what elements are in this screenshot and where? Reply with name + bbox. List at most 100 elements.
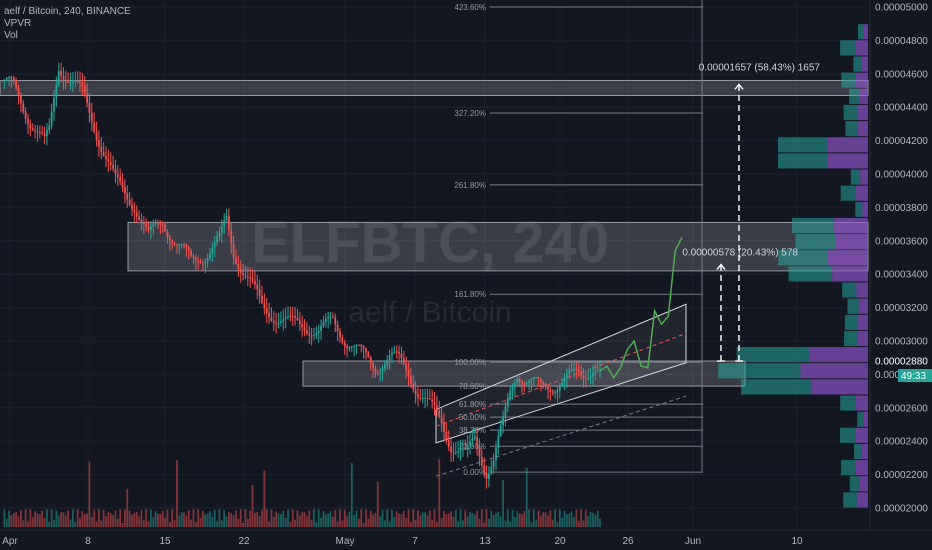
volume-bar bbox=[270, 509, 273, 527]
volume-bar bbox=[67, 510, 70, 527]
candle-body bbox=[372, 362, 374, 369]
volume-bar bbox=[116, 518, 119, 527]
candle-body bbox=[424, 397, 426, 399]
volume-bar bbox=[209, 511, 211, 527]
measure-label: 0.00001657 (58.43%) 1657 bbox=[699, 62, 821, 73]
candle-body bbox=[471, 438, 474, 441]
volume-bar bbox=[450, 511, 452, 527]
volume-bar bbox=[329, 511, 332, 527]
candle-body bbox=[577, 370, 580, 373]
candle-body bbox=[265, 307, 268, 313]
candle-body bbox=[388, 355, 391, 360]
candle bbox=[462, 439, 464, 458]
volume-indicator-label[interactable]: Vol bbox=[4, 30, 18, 41]
candle bbox=[105, 146, 107, 167]
candle-body bbox=[12, 77, 15, 81]
candle bbox=[93, 112, 96, 134]
candle-body bbox=[237, 264, 240, 270]
candle-body bbox=[67, 81, 70, 83]
volume-bar bbox=[528, 509, 530, 527]
candle bbox=[329, 311, 332, 325]
candle bbox=[549, 387, 552, 401]
candle-body bbox=[206, 258, 209, 263]
candle-body bbox=[440, 416, 443, 423]
volume-bar bbox=[114, 510, 117, 527]
price-axis-background bbox=[870, 0, 932, 530]
candle-body bbox=[254, 281, 256, 285]
volume-bar bbox=[464, 509, 467, 527]
vp-buy-volume bbox=[741, 379, 811, 395]
volume-bar bbox=[431, 519, 434, 527]
candle-body bbox=[412, 383, 415, 390]
candle bbox=[211, 242, 214, 263]
candle-body bbox=[209, 253, 211, 259]
volume-bar bbox=[296, 510, 299, 527]
vp-sell-volume bbox=[860, 169, 868, 185]
volume-bar bbox=[495, 512, 497, 527]
price-tick-label: 0.00004600 bbox=[875, 69, 928, 80]
candle-body bbox=[343, 342, 346, 346]
candle-body bbox=[17, 87, 20, 96]
volume-bar bbox=[27, 521, 29, 527]
candle bbox=[480, 448, 483, 470]
candle-body bbox=[98, 140, 100, 147]
volume-bar bbox=[426, 515, 429, 527]
volume-bar bbox=[249, 510, 252, 527]
candle-body bbox=[490, 467, 493, 474]
candle bbox=[570, 363, 573, 373]
volume-bar bbox=[580, 509, 582, 527]
symbol-title[interactable]: aelf / Bitcoin, 240, BINANCE bbox=[4, 6, 131, 17]
candle bbox=[294, 307, 296, 326]
volume-bar bbox=[473, 514, 476, 527]
candle bbox=[313, 327, 315, 341]
volume-bar bbox=[410, 522, 412, 527]
candle bbox=[17, 84, 20, 105]
candle bbox=[67, 72, 70, 83]
candle-body bbox=[596, 370, 599, 372]
candle bbox=[523, 381, 526, 392]
volume-bar bbox=[391, 509, 393, 527]
volume-bar bbox=[57, 515, 60, 527]
volume-bars bbox=[3, 459, 601, 527]
volume-bar bbox=[374, 512, 377, 527]
vp-buy-volume bbox=[854, 443, 862, 460]
candle bbox=[537, 377, 540, 387]
price-tick-label: 0.00004800 bbox=[875, 36, 928, 47]
vp-buy-volume bbox=[842, 282, 857, 298]
candle-body bbox=[263, 303, 266, 308]
volume-bar bbox=[263, 470, 266, 527]
volume-bar bbox=[197, 509, 200, 527]
candle bbox=[473, 427, 476, 441]
candle-body bbox=[551, 391, 554, 393]
bar-countdown-label: 49:33 bbox=[901, 371, 926, 382]
candle bbox=[128, 191, 131, 207]
candle-body bbox=[410, 375, 412, 384]
candle-body bbox=[50, 111, 53, 126]
candle-body bbox=[197, 259, 200, 263]
volume-bar bbox=[199, 517, 202, 527]
candle-body bbox=[29, 124, 32, 129]
volume-bar bbox=[289, 522, 292, 527]
candle-body bbox=[547, 386, 549, 390]
time-tick-label: Jun bbox=[685, 536, 701, 547]
volume-bar bbox=[76, 509, 79, 527]
candle-body bbox=[566, 373, 568, 378]
volume-bar bbox=[542, 512, 545, 527]
vpvr-indicator-label[interactable]: VPVR bbox=[4, 18, 32, 29]
volume-bar bbox=[93, 509, 96, 527]
candle bbox=[124, 178, 126, 204]
candle-body bbox=[556, 390, 559, 393]
candle-body bbox=[272, 320, 275, 323]
volume-bar bbox=[537, 510, 540, 527]
projected-price-path bbox=[599, 237, 683, 380]
volume-bar bbox=[336, 521, 339, 527]
volume-bar bbox=[131, 514, 133, 527]
volume-bar bbox=[95, 521, 98, 527]
candle bbox=[157, 219, 159, 230]
candle-body bbox=[282, 319, 285, 322]
volume-bar bbox=[556, 522, 559, 527]
volume-bar bbox=[256, 511, 259, 527]
volume-bar bbox=[261, 509, 263, 527]
candle-body bbox=[317, 331, 320, 334]
